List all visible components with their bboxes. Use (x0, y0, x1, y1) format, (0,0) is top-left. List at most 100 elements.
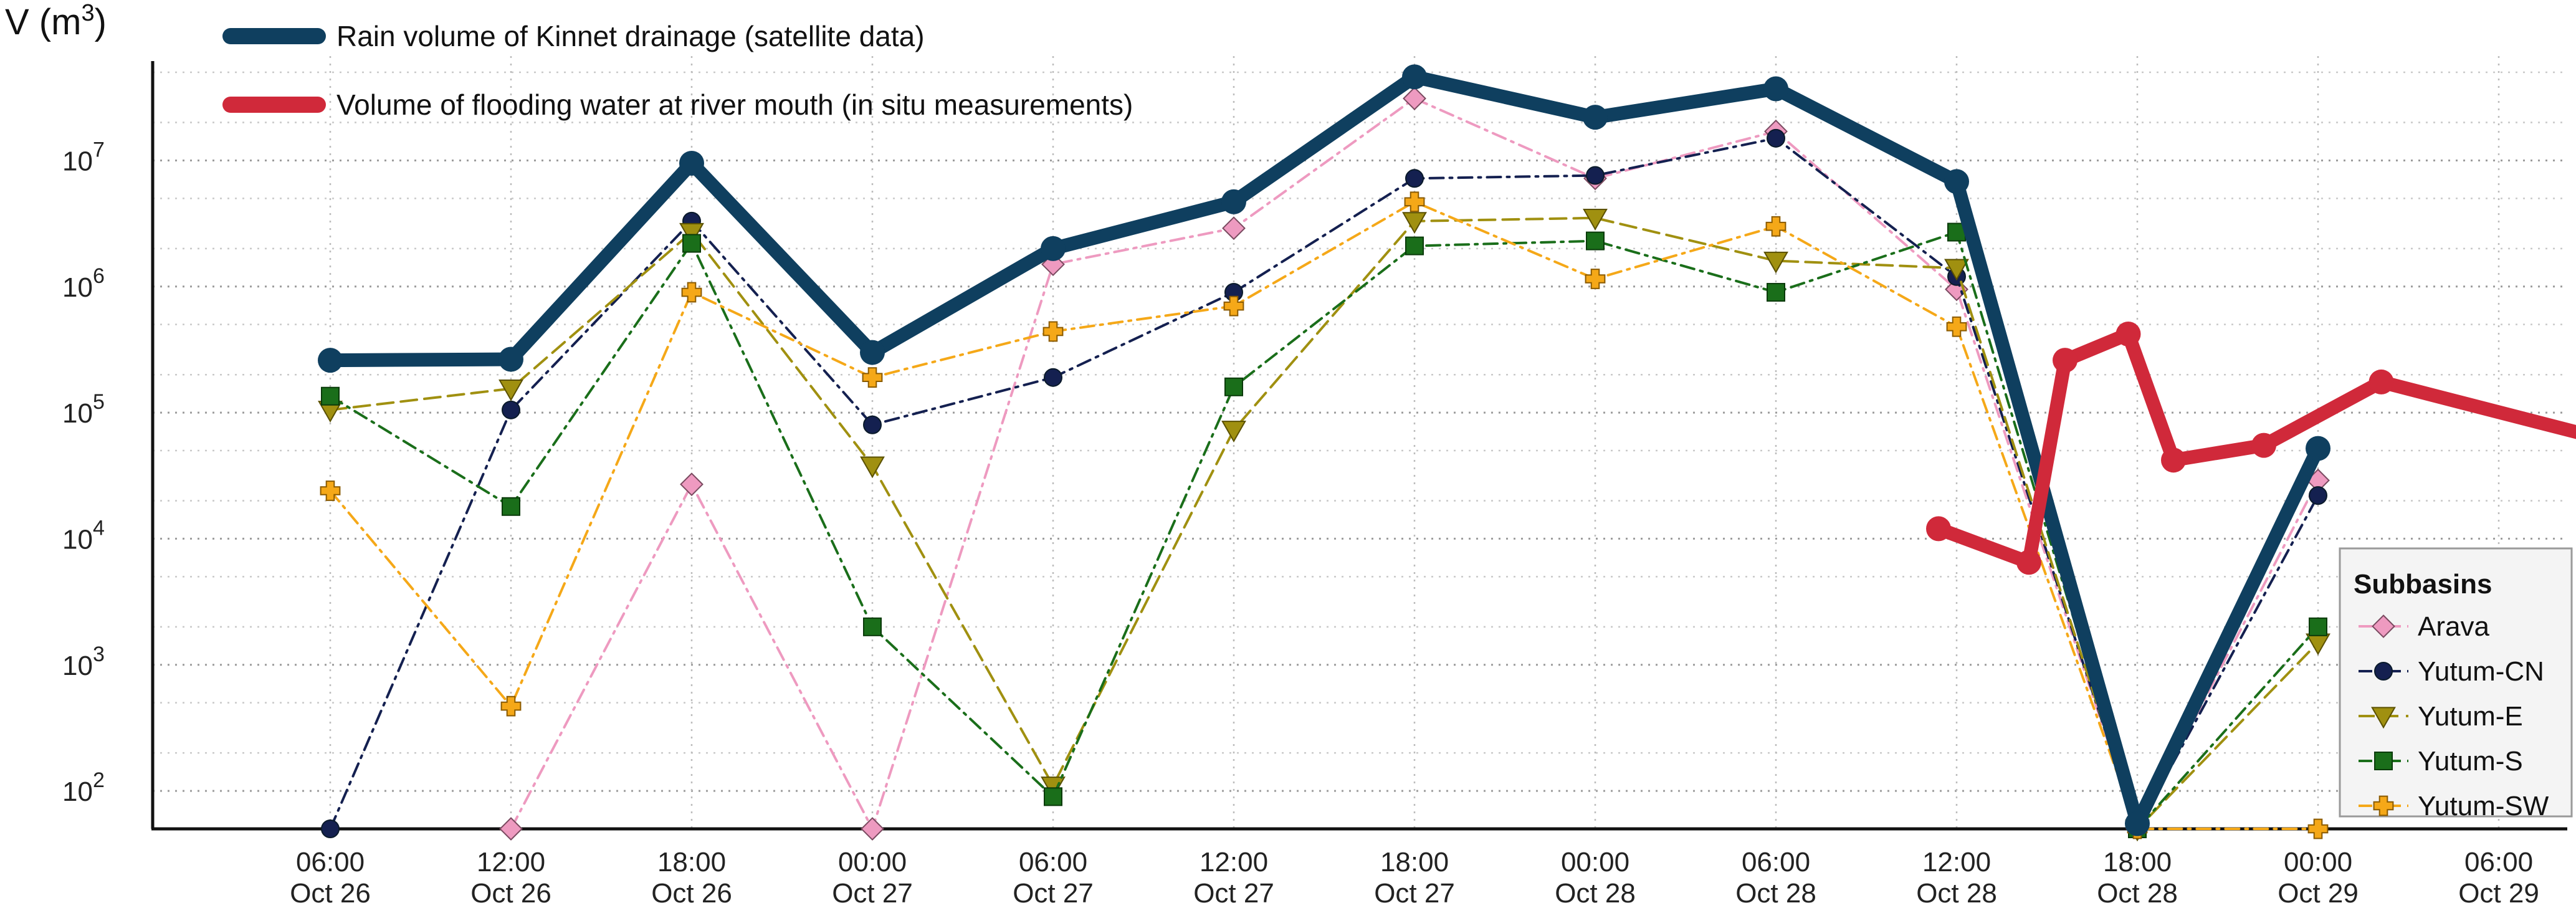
x-tick-time: 00:00 (2284, 847, 2352, 877)
data-point-arava (680, 472, 704, 497)
subbasin-legend: Subbasins Arava Yutum-CN Yutum-E Yutum-S Yutu… (2339, 547, 2573, 821)
data-point-yutum-e (1402, 212, 1427, 234)
data-point-yutum-e (679, 222, 704, 245)
data-point-volume-of-flooding-water-at-river-mouth-in-situ-measurements (2251, 432, 2276, 458)
y-axis-title-superscript: 3 (81, 0, 94, 26)
data-point-volume-of-flooding-water-at-river-mouth-in-situ-measurements (2161, 447, 2186, 473)
x-tick-time: 06:00 (296, 847, 365, 877)
subbasin-legend-label: Yutum-SW (2418, 791, 2549, 821)
main-legend-label: Rain volume of Kinnet drainage (satellit… (336, 20, 925, 52)
data-point-rain-volume-of-kinnet-drainage-satellite-data (860, 340, 885, 365)
data-point-yutum-s (502, 497, 520, 516)
data-point-yutum-s (1044, 787, 1062, 806)
data-point-yutum-sw (681, 282, 702, 303)
data-point-yutum-sw (1223, 295, 1244, 317)
x-tick-time: 12:00 (1922, 847, 1991, 877)
main-legend-label: Volume of flooding water at river mouth … (336, 88, 1133, 121)
data-point-volume-of-flooding-water-at-river-mouth-in-situ-measurements (2368, 369, 2394, 394)
series-line-yutum-e (329, 216, 2319, 830)
data-point-yutum-sw (1042, 321, 1064, 342)
x-tick-time: 00:00 (838, 847, 907, 877)
x-tick-time: 18:00 (657, 847, 726, 877)
data-point-yutum-e (1763, 251, 1788, 274)
data-point-yutum-cn (1586, 166, 1605, 185)
series-line-rain-volume-of-kinnet-drainage-satellite-data (323, 70, 2325, 831)
data-point-yutum-sw (320, 480, 341, 501)
data-point-rain-volume-of-kinnet-drainage-satellite-data (679, 150, 704, 176)
data-point-yutum-e (1221, 421, 1246, 442)
subbasin-legend-label: Yutum-S (2418, 746, 2523, 777)
y-tick-label: 105 (62, 390, 105, 429)
data-point-yutum-cn (1405, 169, 1424, 188)
data-point-volume-of-flooding-water-at-river-mouth-in-situ-measurements (2116, 322, 2141, 347)
subbasin-legend-box (2339, 547, 2573, 818)
data-point-yutum-e (499, 379, 523, 401)
data-point-yutum-s (682, 234, 701, 253)
y-axis-title: V (m3) (5, 0, 107, 42)
y-tick-labels: 102 103 104 105 106 107 (62, 138, 105, 807)
data-point-yutum-sw (1946, 316, 1967, 337)
x-tick-day: Oct 29 (2458, 878, 2539, 908)
x-tick-time: 18:00 (1380, 847, 1449, 877)
data-point-yutum-e (1583, 209, 1608, 231)
data-point-yutum-s (1767, 283, 1785, 302)
data-point-volume-of-flooding-water-at-river-mouth-in-situ-measurements (2016, 550, 2041, 575)
grid-lines (153, 56, 2567, 829)
x-tick-time: 06:00 (1742, 847, 1810, 877)
data-point-rain-volume-of-kinnet-drainage-satellite-data (1041, 236, 1066, 261)
y-tick-label: 102 (62, 768, 105, 807)
data-point-yutum-e (2306, 633, 2330, 656)
subbasin-legend-marker (2373, 795, 2394, 816)
data-point-yutum-cn (1767, 128, 1785, 148)
x-tick-time: 12:00 (477, 847, 545, 877)
data-point-yutum-cn (502, 400, 520, 419)
x-tick-day: Oct 27 (832, 878, 913, 908)
data-point-yutum-sw (1765, 216, 1787, 237)
data-point-rain-volume-of-kinnet-drainage-satellite-data (318, 348, 343, 373)
subbasin-legend-label: Yutum-CN (2418, 656, 2544, 687)
data-point-arava (1222, 216, 1246, 241)
y-tick-label: 104 (62, 516, 105, 555)
series-volume-of-flooding-water-at-river-mouth-in-situ-measurements (1926, 322, 2576, 575)
main-legend: Rain volume of Kinnet drainage (satellit… (222, 20, 1133, 121)
data-point-rain-volume-of-kinnet-drainage-satellite-data (1221, 189, 1246, 214)
data-point-yutum-s (1224, 377, 1243, 396)
data-point-yutum-cn (321, 820, 340, 838)
data-point-rain-volume-of-kinnet-drainage-satellite-data (1583, 105, 1608, 130)
data-point-yutum-cn (2309, 486, 2327, 505)
data-point-yutum-sw (1404, 191, 1425, 213)
data-point-rain-volume-of-kinnet-drainage-satellite-data (1944, 169, 1969, 194)
x-tick-day: Oct 26 (651, 878, 732, 908)
data-point-volume-of-flooding-water-at-river-mouth-in-situ-measurements (2053, 348, 2077, 373)
data-point-rain-volume-of-kinnet-drainage-satellite-data (2306, 436, 2330, 461)
data-point-yutum-cn (1044, 368, 1062, 387)
data-point-yutum-s (1405, 236, 1424, 256)
data-point-rain-volume-of-kinnet-drainage-satellite-data (1402, 64, 1427, 90)
x-tick-day: Oct 27 (1193, 878, 1274, 908)
data-point-yutum-s (1586, 231, 1605, 251)
data-point-yutum-sw (862, 367, 883, 388)
data-point-yutum-sw (500, 695, 522, 717)
x-tick-day: Oct 27 (1374, 878, 1455, 908)
x-tick-time: 00:00 (1561, 847, 1629, 877)
x-tick-day: Oct 26 (290, 878, 371, 908)
x-tick-day: Oct 28 (1555, 878, 1636, 908)
data-point-rain-volume-of-kinnet-drainage-satellite-data (2125, 811, 2150, 836)
subbasin-legend-marker (2371, 707, 2396, 729)
axes (151, 61, 2567, 831)
subbasin-legend-label: Arava (2418, 611, 2489, 642)
data-point-yutum-s (321, 386, 340, 406)
data-point-yutum-s (2309, 617, 2327, 636)
y-axis-title-close: ) (95, 2, 107, 42)
data-point-yutum-cn (863, 415, 882, 434)
series-line-yutum-cn (329, 136, 2319, 830)
data-point-yutum-e (860, 456, 885, 479)
data-point-yutum-sw (2307, 818, 2329, 839)
data-point-arava (499, 817, 523, 841)
x-tick-time: 18:00 (2103, 847, 2172, 877)
x-tick-time: 06:00 (1019, 847, 1087, 877)
series-yutum-sw (320, 191, 2329, 839)
x-tick-day: Oct 29 (2278, 878, 2359, 908)
series-line-yutum-s (329, 231, 2319, 830)
data-point-yutum-s (863, 617, 882, 636)
